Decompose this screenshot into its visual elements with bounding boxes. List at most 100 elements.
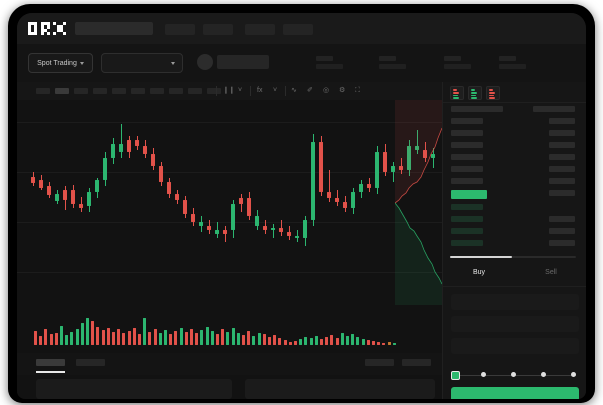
orderbook-row-price[interactable] <box>451 204 483 210</box>
slider-node-100[interactable] <box>570 372 576 377</box>
orderbook-row-amount[interactable] <box>549 118 575 124</box>
stat-item <box>379 56 406 69</box>
volume-bar <box>44 329 48 345</box>
timeframe-button-9[interactable] <box>188 88 202 94</box>
orderbook-row-price[interactable] <box>451 178 483 184</box>
volume-bar <box>236 333 240 345</box>
pencil-icon[interactable]: ✐ <box>307 87 313 94</box>
orderbook-row-price[interactable] <box>451 190 487 199</box>
orderbook-row-price[interactable] <box>451 118 483 124</box>
volume-bar <box>288 342 292 345</box>
timeframe-button-10[interactable] <box>207 88 221 94</box>
trading-pair-dropdown[interactable] <box>101 53 183 73</box>
orderbook-view-toggle <box>443 82 586 103</box>
volume-bar <box>304 337 308 345</box>
orderbook-row-amount[interactable] <box>549 154 575 160</box>
volume-bar <box>309 338 313 345</box>
orderbook-row-price[interactable] <box>451 106 503 112</box>
nav-item-1[interactable] <box>165 24 195 35</box>
settings-icon[interactable]: ⚙ <box>339 87 346 94</box>
chevron-down-icon <box>79 61 84 65</box>
slider-handle[interactable] <box>451 370 460 380</box>
nav-item-4[interactable] <box>283 24 313 35</box>
bottom-tab-2[interactable] <box>76 359 105 366</box>
volume-bar <box>174 331 178 345</box>
bottom-tab-right-2[interactable] <box>402 359 431 366</box>
orderbook-view-bids-icon[interactable] <box>468 86 482 100</box>
spot-trading-dropdown[interactable]: Spot Trading <box>28 53 93 73</box>
volume-bar <box>80 323 84 345</box>
bottom-panel-left[interactable] <box>36 379 232 399</box>
order-field-amount[interactable] <box>451 316 579 332</box>
timeframe-button-7[interactable] <box>150 88 164 94</box>
slider-node-75[interactable] <box>540 372 546 377</box>
timeframe-button-2[interactable] <box>55 88 69 94</box>
orderbook-row-price[interactable] <box>451 130 483 136</box>
volume-bar <box>221 329 225 345</box>
bottom-tab-1[interactable] <box>36 359 65 366</box>
slider-node-50[interactable] <box>511 372 516 377</box>
timeframe-button-4[interactable] <box>93 88 107 94</box>
nav-item-3[interactable] <box>245 24 275 35</box>
orderbook-view-both-icon[interactable] <box>450 86 464 100</box>
order-field-price[interactable] <box>451 294 579 310</box>
orderbook-row-amount[interactable] <box>549 130 575 136</box>
line-chart-icon[interactable]: ∿ <box>291 87 297 94</box>
orderbook-view-asks-icon[interactable] <box>486 86 500 100</box>
volume-bar <box>273 335 277 345</box>
app-screen: Spot Trading ❙❙ <box>17 13 586 399</box>
candle-dropdown-icon[interactable]: ˅ <box>238 87 243 94</box>
orderbook-row-amount[interactable] <box>549 190 575 196</box>
timeframe-button-3[interactable] <box>74 88 88 94</box>
orderbook-row-price[interactable] <box>451 216 483 222</box>
amount-slider[interactable] <box>451 370 579 380</box>
timeframe-button-6[interactable] <box>131 88 145 94</box>
volume-bar <box>96 327 100 345</box>
orderbook-row-amount[interactable] <box>533 106 575 112</box>
orderbook-row-price[interactable] <box>451 240 483 246</box>
orderbook-row-price[interactable] <box>451 166 483 172</box>
orderbook-row-amount[interactable] <box>549 240 575 246</box>
orderbook-row-amount[interactable] <box>549 216 575 222</box>
orderbook-row-price[interactable] <box>451 228 483 234</box>
timeframe-button-5[interactable] <box>112 88 126 94</box>
orderbook-row-amount[interactable] <box>549 228 575 234</box>
orderbook-row-amount[interactable] <box>549 142 575 148</box>
slider-node-25[interactable] <box>481 372 487 377</box>
indicator-icon[interactable]: fх <box>257 87 263 94</box>
timeframe-button-1[interactable] <box>36 88 50 94</box>
volume-bar <box>39 336 43 345</box>
volume-bar <box>340 333 344 345</box>
last-price-value <box>217 55 269 69</box>
candle-type-icon[interactable]: ❙❙ <box>223 87 235 94</box>
orderbook-row-amount[interactable] <box>549 166 575 172</box>
orderbook-row-price[interactable] <box>451 142 483 148</box>
volume-bar <box>278 338 282 345</box>
orderbook-row-price[interactable] <box>451 154 483 160</box>
orderbook-scrollbar[interactable] <box>450 256 576 258</box>
nav-item-2[interactable] <box>203 24 233 35</box>
fullscreen-icon[interactable]: ⛶ <box>355 87 360 94</box>
tab-buy[interactable]: Buy <box>472 269 486 276</box>
okx-logo-icon[interactable] <box>28 22 66 35</box>
magnet-icon[interactable]: ◎ <box>323 87 330 94</box>
coin-avatar <box>197 54 213 70</box>
chevron-down-icon <box>171 62 175 65</box>
volume-bar <box>387 342 391 345</box>
header-search-input[interactable] <box>75 22 153 35</box>
indicator-dropdown-icon[interactable]: ˅ <box>273 87 278 94</box>
tab-sell[interactable]: Sell <box>545 269 557 276</box>
submit-buy-button[interactable] <box>451 387 579 399</box>
volume-bar <box>75 329 79 345</box>
orderbook-row-amount[interactable] <box>549 178 575 184</box>
stat-item <box>499 56 526 69</box>
scrollbar-thumb[interactable] <box>450 256 512 258</box>
timeframe-button-8[interactable] <box>169 88 183 94</box>
bottom-panel-right[interactable] <box>245 379 435 399</box>
buy-sell-tabs: Buy Sell <box>443 264 586 287</box>
candlestick-chart[interactable] <box>17 100 442 305</box>
order-field-total[interactable] <box>451 338 579 354</box>
volume-bar <box>200 330 204 345</box>
volume-bar <box>205 327 209 345</box>
bottom-tab-right-1[interactable] <box>365 359 394 366</box>
